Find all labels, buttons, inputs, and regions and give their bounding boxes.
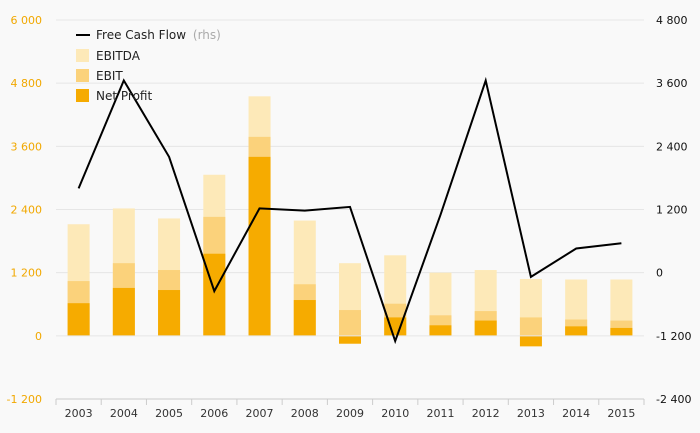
legend-swatch-net-profit	[76, 89, 89, 102]
x-tick-label: 2007	[246, 407, 274, 420]
bar-net-profit	[112, 287, 135, 336]
x-tick-label: 2003	[65, 407, 93, 420]
legend-label-net-profit: Net Profit	[96, 89, 152, 103]
x-tick-label: 2005	[155, 407, 183, 420]
y-right-tick-label: 3 600	[656, 77, 688, 90]
legend-label-ebitda: EBITDA	[96, 49, 141, 63]
x-tick-label: 2010	[381, 407, 409, 420]
y-right-tick-label: 0	[656, 267, 663, 280]
bar-net-profit	[67, 303, 90, 336]
y-left-tick-label: 1 200	[11, 267, 43, 280]
y-right-tick-labels: -2 400 -1 200 0 1 200 2 400 3 600 4 800	[656, 14, 691, 406]
y-right-tick-label: 1 200	[656, 204, 688, 217]
bar-net-profit	[519, 335, 542, 347]
x-tick-label: 2004	[110, 407, 138, 420]
y-right-tick-label: -1 200	[656, 330, 691, 343]
bar-net-profit	[293, 300, 316, 336]
bars	[67, 96, 633, 347]
bar-ebit	[519, 317, 542, 336]
grid	[55, 19, 645, 405]
y-right-tick-label: 2 400	[656, 140, 688, 153]
bar-net-profit	[565, 326, 588, 336]
x-tick-label: 2006	[200, 407, 228, 420]
legend-label-ebit: EBIT	[96, 69, 123, 83]
free-cash-flow-line-group	[77, 76, 622, 345]
y-left-tick-label: 3 600	[11, 140, 43, 153]
y-right-tick-label: 4 800	[656, 14, 688, 27]
legend-swatch-ebitda	[76, 49, 89, 62]
y-left-tick-labels: -1 200 0 1 200 2 400 3 600 4 800 6 000	[7, 14, 42, 406]
x-tick-label: 2015	[607, 407, 635, 420]
legend-swatch-ebit	[76, 69, 89, 82]
legend-label-free-cash-flow: Free Cash Flow (rhs)	[96, 28, 221, 42]
bar-net-profit	[474, 320, 497, 336]
y-left-tick-label: 6 000	[11, 14, 43, 27]
bar-net-profit	[610, 327, 633, 336]
y-left-tick-label: 0	[35, 330, 42, 343]
x-tick-label: 2008	[291, 407, 319, 420]
bar-net-profit	[248, 156, 271, 336]
x-tick-label: 2013	[517, 407, 545, 420]
x-tick-label: 2011	[426, 407, 454, 420]
x-tick-label: 2014	[562, 407, 590, 420]
bar-net-profit	[339, 335, 361, 344]
y-left-tick-label: 2 400	[11, 204, 43, 217]
y-left-tick-label: -1 200	[7, 393, 42, 406]
x-tick-labels: 2003 2004 2005 2006 2007 2008 2009 2010 2011 2012…	[65, 407, 636, 420]
x-tick-label: 2009	[336, 407, 364, 420]
bar-net-profit	[158, 290, 181, 336]
line-free-cash-flow	[77, 76, 622, 345]
y-right-tick-label: -2 400	[656, 393, 691, 406]
bar-ebit	[339, 310, 361, 336]
bar-net-profit	[429, 325, 452, 336]
y-left-tick-label: 4 800	[11, 77, 43, 90]
x-tick-label: 2012	[472, 407, 500, 420]
legend: Free Cash Flow (rhs) EBITDA EBIT Net Pro…	[76, 28, 221, 103]
